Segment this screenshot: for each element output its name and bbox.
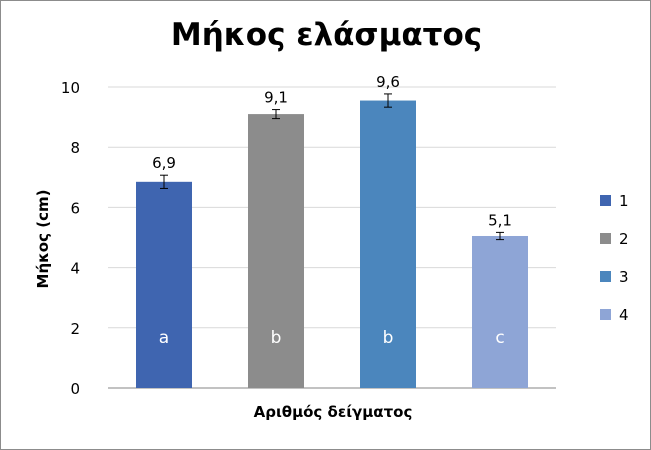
y-tick-label: 0: [70, 380, 80, 398]
legend-label: 4: [619, 306, 629, 324]
bar-4: [472, 235, 528, 388]
y-tick-label: 8: [70, 139, 80, 157]
data-label: 9,6: [376, 73, 400, 91]
bar-2: [248, 114, 304, 388]
significance-letter: b: [271, 328, 282, 348]
y-tick-label: 10: [61, 79, 80, 97]
legend-label: 1: [619, 192, 629, 210]
legend-swatch: [600, 271, 611, 282]
x-axis-label: Αριθμός δείγματος: [253, 403, 413, 421]
bar-1: [136, 181, 192, 388]
chart-title: Μήκος ελάσματος: [170, 17, 483, 53]
legend-swatch: [600, 309, 611, 320]
data-label: 5,1: [488, 211, 512, 229]
y-tick-label: 4: [70, 260, 80, 278]
bar-3: [360, 100, 416, 389]
significance-letter: b: [383, 328, 394, 348]
significance-letter: c: [495, 328, 504, 348]
data-label: 9,1: [264, 89, 288, 107]
legend-swatch: [600, 195, 611, 206]
significance-letter: a: [159, 328, 169, 348]
legend-swatch: [600, 233, 611, 244]
data-label: 6,9: [152, 154, 176, 172]
y-tick-label: 2: [70, 320, 80, 338]
legend-label: 3: [619, 268, 629, 286]
y-tick-label: 6: [70, 199, 80, 217]
legend-label: 2: [619, 230, 629, 248]
